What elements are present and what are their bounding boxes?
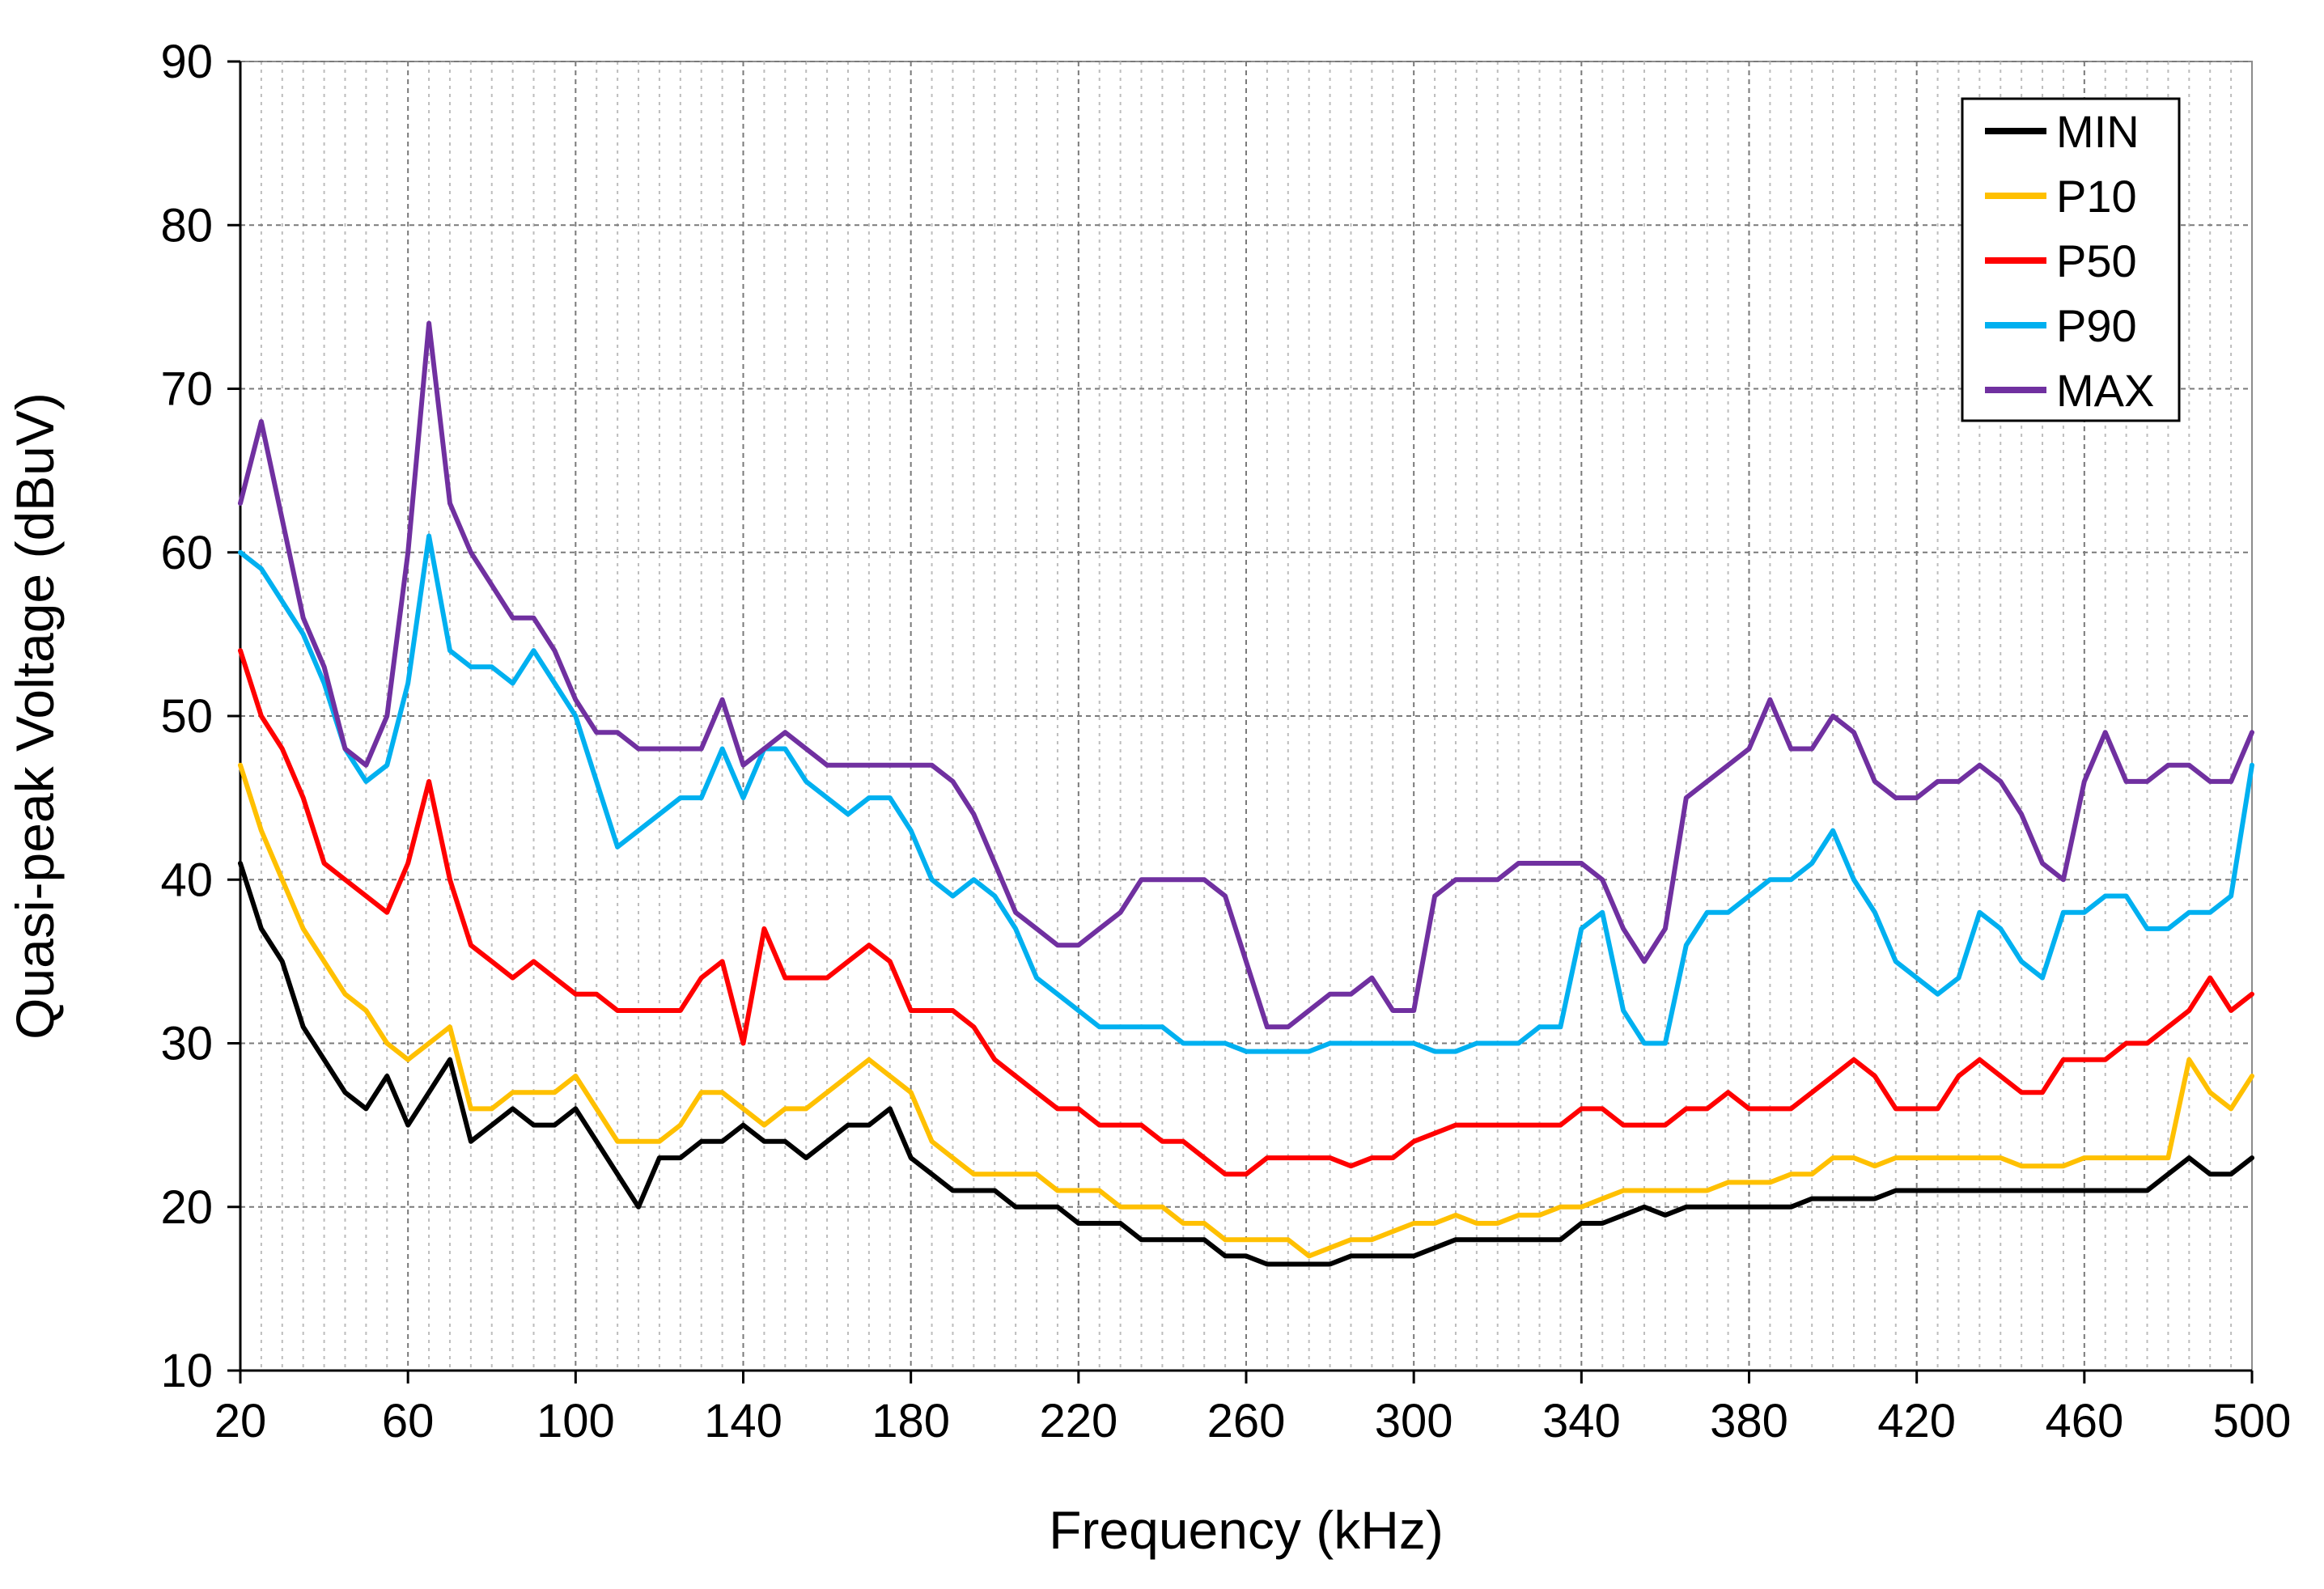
x-tick-label: 220 [1039, 1395, 1117, 1447]
legend-label-p90: P90 [2056, 300, 2137, 351]
x-tick-label: 380 [1710, 1395, 1788, 1447]
x-tick-label: 180 [872, 1395, 950, 1447]
series-line-p50 [238, 648, 2254, 1177]
series-line-max [238, 320, 2254, 1030]
series-line-p90 [238, 533, 2254, 1054]
series-line-min [238, 861, 2254, 1267]
series-lines [238, 320, 2254, 1267]
y-tick-label: 20 [160, 1181, 213, 1234]
legend-label-p10: P10 [2056, 171, 2137, 222]
y-tick-label: 60 [160, 527, 213, 579]
x-tick-label: 340 [1542, 1395, 1621, 1447]
y-tick-label: 10 [160, 1345, 213, 1397]
x-tick-label: 500 [2213, 1395, 2292, 1447]
legend-item-p50: P50 [1985, 235, 2137, 286]
x-tick-label: 140 [704, 1395, 782, 1447]
legend-label-min: MIN [2056, 106, 2140, 157]
x-tick-label: 460 [2045, 1395, 2123, 1447]
x-tick-label: 420 [1877, 1395, 1956, 1447]
x-tick-label: 260 [1207, 1395, 1286, 1447]
legend-item-p90: P90 [1985, 300, 2137, 351]
x-tick-label: 300 [1375, 1395, 1453, 1447]
x-tick-label: 20 [214, 1395, 267, 1447]
legend-label-p50: P50 [2056, 235, 2137, 286]
y-tick-label: 80 [160, 199, 213, 252]
y-tick-label: 70 [160, 363, 213, 416]
x-tick-label: 100 [536, 1395, 615, 1447]
x-axis-title: Frequency (kHz) [1049, 1500, 1444, 1560]
legend-item-p10: P10 [1985, 171, 2137, 222]
series-line-p10 [238, 762, 2254, 1259]
legend: MIN P10 P50 P90 MAX [1961, 97, 2181, 422]
legend-item-min: MIN [1985, 106, 2140, 157]
x-tick-label: 60 [382, 1395, 435, 1447]
y-axis-title: Quasi-peak Voltage (dBuV) [5, 392, 65, 1040]
tick-labels: 20 60 100 140 180 220 260 300 340 380 420 460 500102… [160, 36, 2291, 1447]
y-tick-label: 50 [160, 690, 213, 743]
legend-item-max: MAX [1985, 365, 2154, 416]
y-tick-label: 40 [160, 854, 213, 906]
y-tick-label: 90 [160, 36, 213, 88]
legend-label-max: MAX [2056, 365, 2154, 416]
y-tick-label: 30 [160, 1018, 213, 1070]
